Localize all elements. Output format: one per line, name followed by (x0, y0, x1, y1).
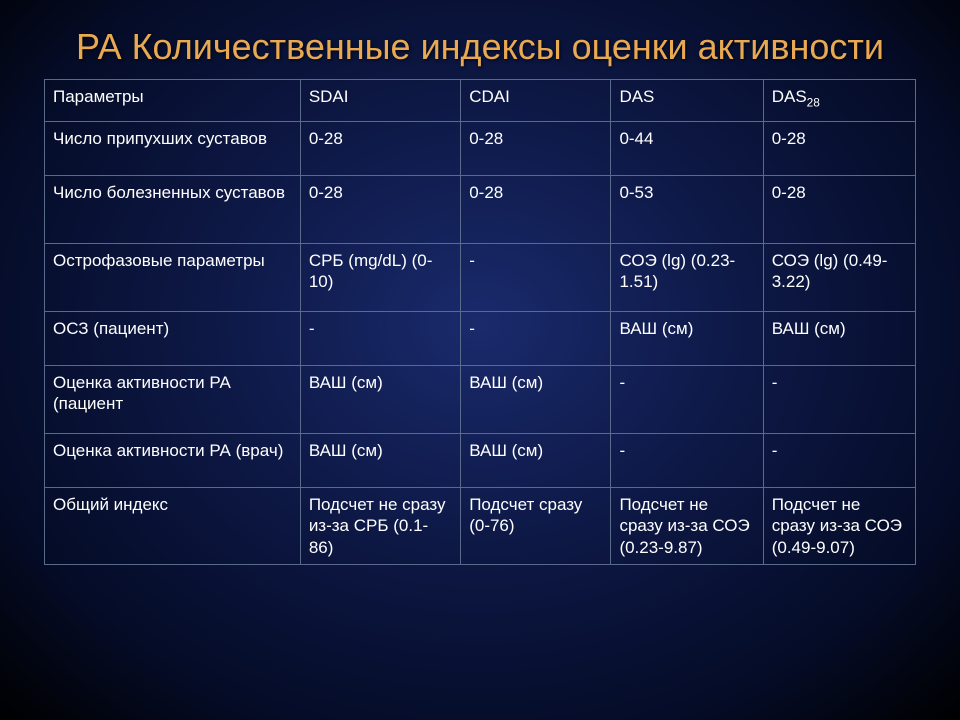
table-row: Общий индексПодсчет не сразу из-за СРБ (… (45, 488, 916, 565)
row-label: Общий индекс (45, 488, 301, 565)
cell: - (611, 366, 763, 434)
cell: - (461, 312, 611, 366)
cell: Подсчет не сразу из-за СОЭ (0.23-9.87) (611, 488, 763, 565)
cell: Подсчет не сразу из-за СРБ (0.1-86) (300, 488, 460, 565)
cell: 0-28 (763, 176, 915, 244)
col-header-das: DAS (611, 80, 763, 122)
table-row: Число припухших суставов0-280-280-440-28 (45, 122, 916, 176)
cell: ВАШ (см) (300, 434, 460, 488)
table-row: Оценка активности РА (врач)ВАШ (см)ВАШ (… (45, 434, 916, 488)
row-label: ОСЗ (пациент) (45, 312, 301, 366)
row-label: Оценка активности РА (пациент (45, 366, 301, 434)
cell: 0-28 (461, 176, 611, 244)
cell: 0-28 (763, 122, 915, 176)
col-header-cdai: CDAI (461, 80, 611, 122)
cell: 0-28 (300, 176, 460, 244)
cell: СОЭ (lg) (0.49-3.22) (763, 244, 915, 312)
cell: 0-44 (611, 122, 763, 176)
table-row: ОСЗ (пациент)--ВАШ (см)ВАШ (см) (45, 312, 916, 366)
cell: 0-28 (300, 122, 460, 176)
cell: Подсчет не сразу из-за СОЭ (0.49-9.07) (763, 488, 915, 565)
row-label: Число болезненных суставов (45, 176, 301, 244)
slide-title: РА Количественные индексы оценки активно… (44, 24, 916, 69)
cell: ВАШ (см) (300, 366, 460, 434)
cell: ВАШ (см) (461, 366, 611, 434)
col-header-sdai: SDAI (300, 80, 460, 122)
cell: 0-28 (461, 122, 611, 176)
cell: СРБ (mg/dL) (0-10) (300, 244, 460, 312)
cell: - (611, 434, 763, 488)
col-header-params: Параметры (45, 80, 301, 122)
slide: РА Количественные индексы оценки активно… (0, 0, 960, 720)
row-label: Оценка активности РА (врач) (45, 434, 301, 488)
row-label: Острофазовые параметры (45, 244, 301, 312)
cell: ВАШ (см) (763, 312, 915, 366)
cell: - (763, 366, 915, 434)
row-label: Число припухших суставов (45, 122, 301, 176)
table-row: Число болезненных суставов0-280-280-530-… (45, 176, 916, 244)
table-row: Острофазовые параметрыСРБ (mg/dL) (0-10)… (45, 244, 916, 312)
indices-table: Параметры SDAI CDAI DAS DAS28 Число прип… (44, 79, 916, 565)
cell: СОЭ (lg) (0.23-1.51) (611, 244, 763, 312)
cell: ВАШ (см) (461, 434, 611, 488)
cell: - (763, 434, 915, 488)
col-header-das28: DAS28 (763, 80, 915, 122)
cell: Подсчет сразу (0-76) (461, 488, 611, 565)
table-row: Оценка активности РА (пациентВАШ (см)ВАШ… (45, 366, 916, 434)
cell: - (461, 244, 611, 312)
cell: 0-53 (611, 176, 763, 244)
cell: - (300, 312, 460, 366)
table-header-row: Параметры SDAI CDAI DAS DAS28 (45, 80, 916, 122)
cell: ВАШ (см) (611, 312, 763, 366)
